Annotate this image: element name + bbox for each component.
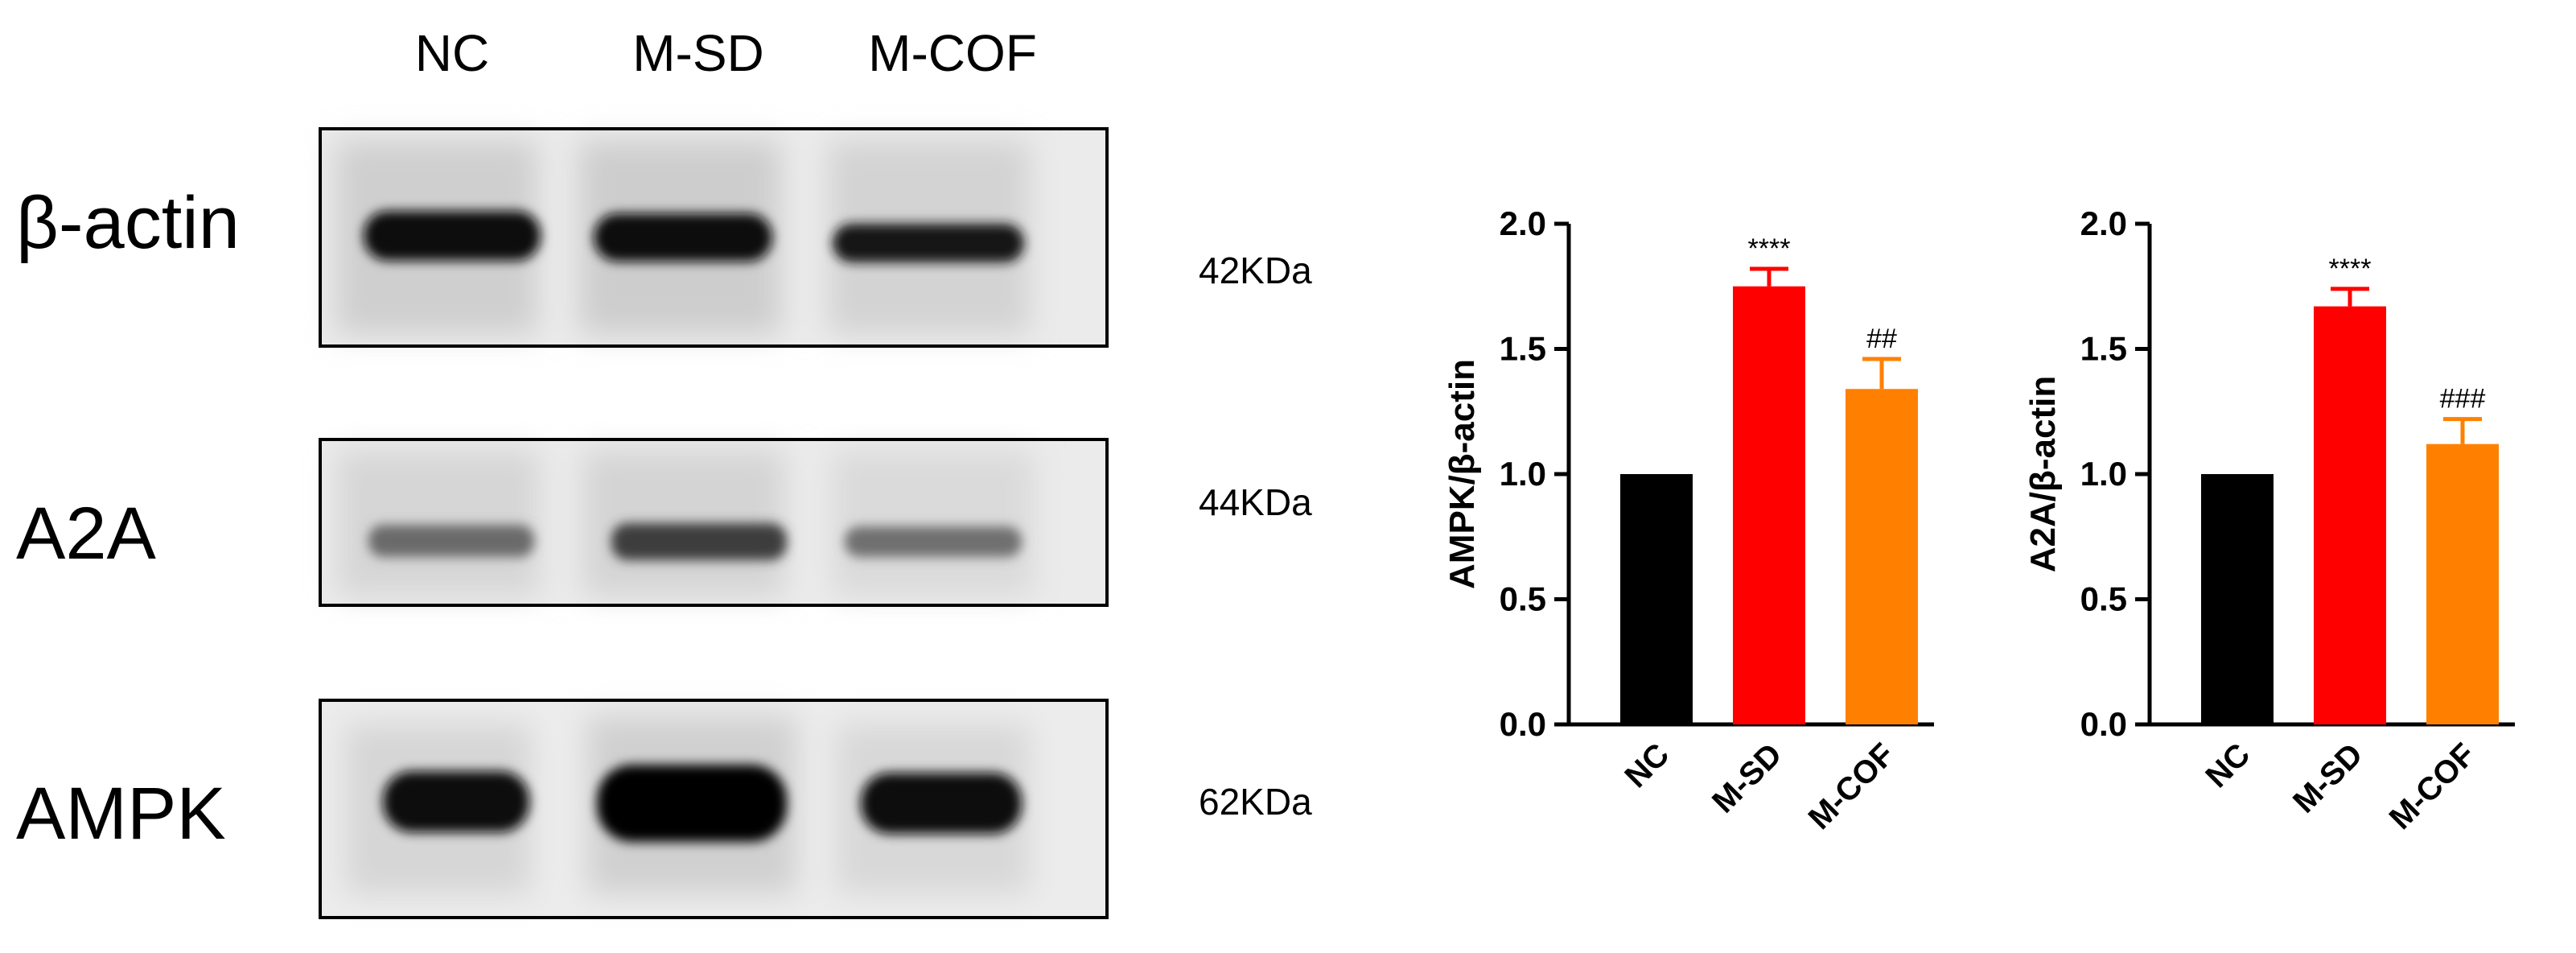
size-label-42kda: 42KDa <box>1199 250 1312 291</box>
x-tick-label-nc: NC <box>2199 736 2257 794</box>
band-ampk-m-cof <box>861 773 1022 834</box>
bar-nc <box>2201 474 2274 724</box>
significance-m-sd: **** <box>1748 233 1791 264</box>
size-label-44kda: 44KDa <box>1199 481 1312 523</box>
band-beta-actin-m-cof <box>833 224 1024 262</box>
y-tick-label: 1.0 <box>1500 455 1546 493</box>
significance-m-cof: ### <box>2440 384 2486 415</box>
x-tick-label-m-sd: M-SD <box>2286 736 2369 819</box>
bar-m-cof <box>1846 389 1918 724</box>
x-tick-label-m-cof: M-COF <box>1802 736 1902 836</box>
protein-label-ampk: AMPK <box>16 773 226 855</box>
size-label-62kda: 62KDa <box>1199 781 1312 823</box>
y-tick-label: 0.0 <box>1500 705 1546 743</box>
x-tick-label-nc: NC <box>1618 736 1676 794</box>
significance-m-cof: ## <box>1866 324 1897 354</box>
bar-m-cof <box>2426 443 2499 724</box>
lane-label-m-cof: M-COF <box>868 24 1037 82</box>
band-a2a-nc <box>368 525 534 557</box>
significance-m-sd: **** <box>2329 254 2372 284</box>
band-beta-actin-m-sd <box>594 213 772 262</box>
band-ampk-m-sd <box>597 765 787 842</box>
blot-strip-beta-actin <box>319 127 1109 348</box>
x-tick-label-m-sd: M-SD <box>1706 736 1788 819</box>
y-axis-label: AMPK/β-actin <box>1442 359 1482 589</box>
y-tick-label: 0.5 <box>2080 580 2127 618</box>
band-beta-actin-nc <box>364 211 541 261</box>
y-tick-label: 0.5 <box>1500 580 1546 618</box>
y-tick-label: 2.0 <box>1500 204 1546 242</box>
y-tick-label: 1.5 <box>1500 330 1546 368</box>
bar-chart-ampk: 0.0 0.5 1.0 1.5 2.0 AMPK/β-actin NC **** M-SD ## M… <box>1442 204 1934 836</box>
lane-label-nc: NC <box>415 24 489 82</box>
band-a2a-m-sd <box>611 523 787 560</box>
y-axis-label: A2A/β-actin <box>2023 376 2063 572</box>
blot-strip-a2a <box>319 438 1109 607</box>
lane-label-m-sd: M-SD <box>632 24 764 82</box>
bar-m-sd <box>2314 306 2386 724</box>
bar-chart-a2a: 0.0 0.5 1.0 1.5 2.0 A2A/β-actin NC **** M-SD ### M… <box>2023 204 2515 836</box>
y-tick-label: 1.5 <box>2080 330 2127 368</box>
bar-nc <box>1620 474 1693 724</box>
x-tick-label-m-cof: M-COF <box>2383 736 2483 836</box>
y-tick-label: 2.0 <box>2080 204 2127 242</box>
protein-label-a2a: A2A <box>16 493 157 575</box>
y-tick-label: 0.0 <box>2080 705 2127 743</box>
blot-strip-ampk <box>319 699 1109 919</box>
western-blot-panel: NC M-SD M-COF β-actin A2A AMPK 42KDa 44K… <box>16 24 1312 919</box>
band-ampk-nc <box>383 771 529 832</box>
protein-label-beta-actin: β-actin <box>16 182 240 264</box>
y-tick-label: 1.0 <box>2080 455 2127 493</box>
band-a2a-m-cof <box>845 526 1022 557</box>
bar-m-sd <box>1733 286 1805 724</box>
